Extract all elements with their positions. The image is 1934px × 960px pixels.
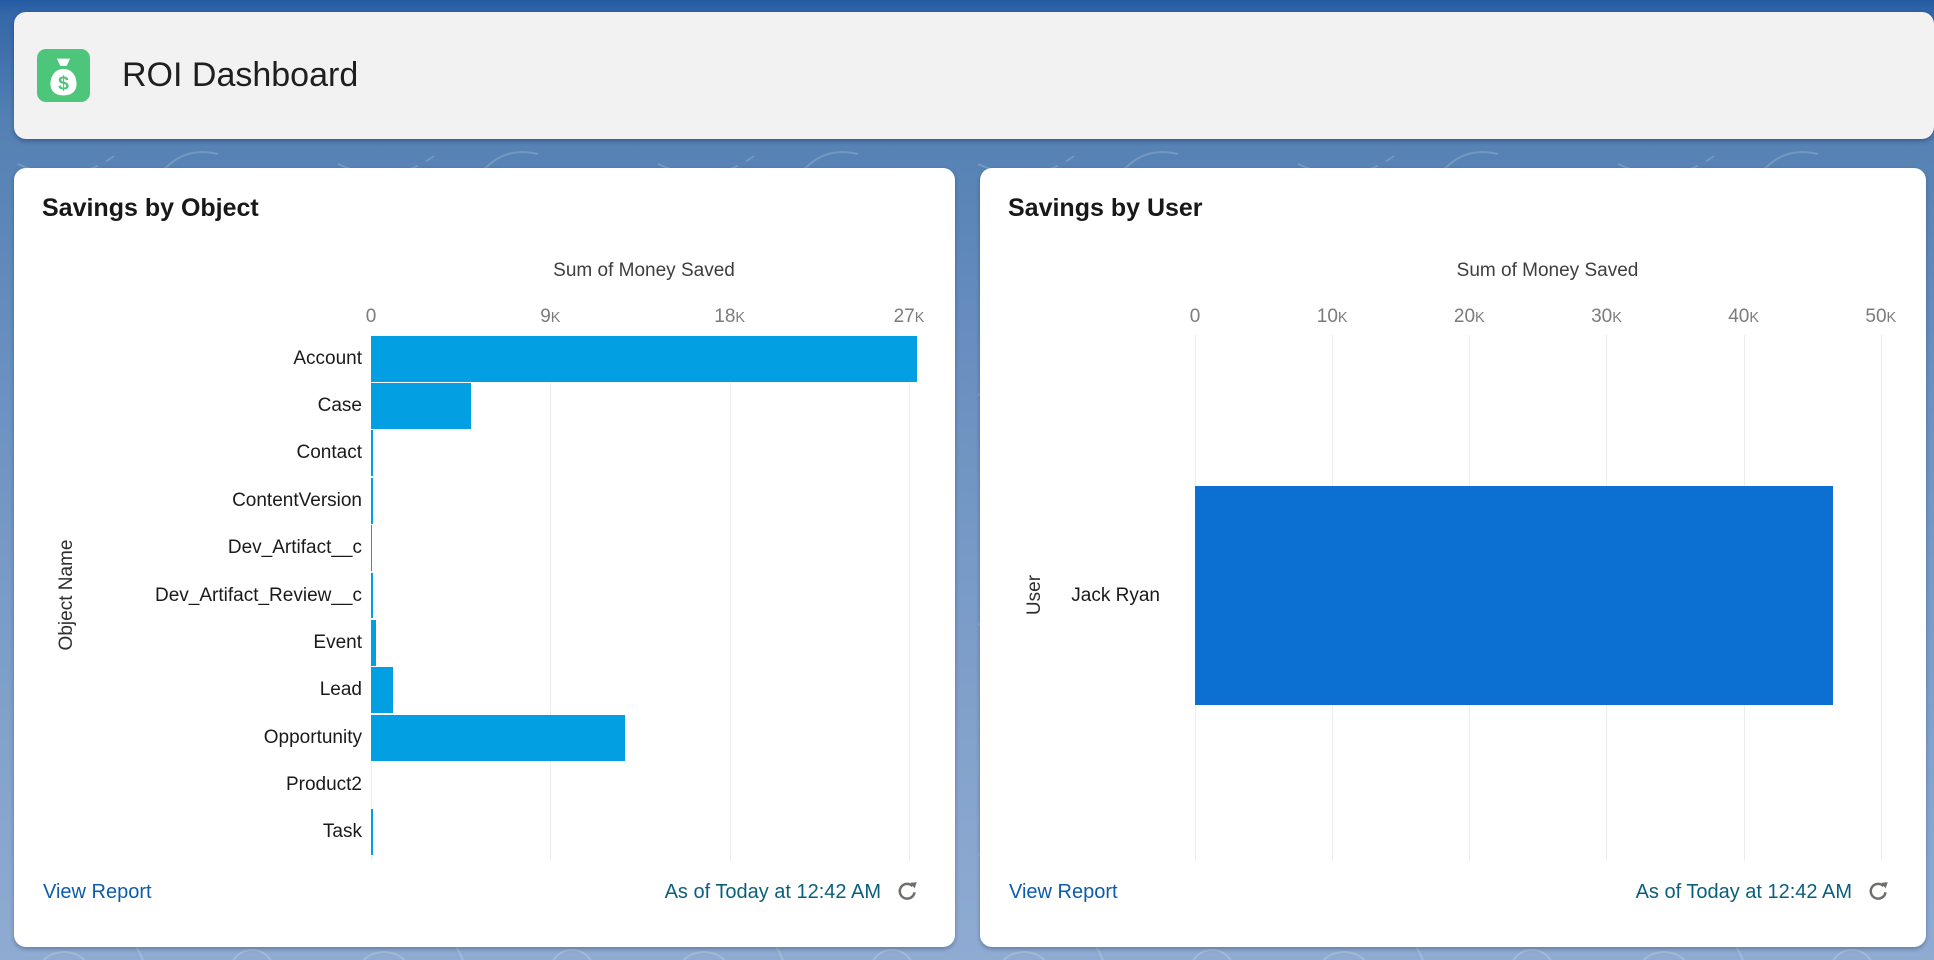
view-report-link[interactable]: View Report <box>1009 880 1118 903</box>
refresh-button[interactable] <box>1866 880 1890 904</box>
x-axis-tick-40K: 40K <box>1728 306 1760 327</box>
refresh-group: As of Today at 12:42 AM <box>665 880 919 904</box>
category-label-Dev_Artifact_Review__c: Dev_Artifact_Review__c <box>155 584 362 606</box>
bar-Dev_Artifact_Review__c[interactable] <box>371 572 373 619</box>
bar-Case[interactable] <box>371 383 471 429</box>
category-label-Opportunity: Opportunity <box>263 726 362 748</box>
x-axis-tick-0: 0 <box>365 306 377 327</box>
last-refreshed-text: As of Today at 12:42 AM <box>1635 880 1852 903</box>
bar-Opportunity[interactable] <box>371 714 626 761</box>
x-axis-tick-27K: 27K <box>893 306 925 327</box>
x-axis-tick-9K: 9K <box>540 306 561 327</box>
gridline <box>729 335 731 861</box>
refresh-icon <box>898 882 917 900</box>
category-labels: Account Case Contact ContentVersion Dev_Arti… <box>14 335 362 856</box>
category-label-Event: Event <box>313 631 362 653</box>
category-label-Account: Account <box>293 347 362 369</box>
x-axis-tick-50K: 50K <box>1865 306 1897 327</box>
plot-area <box>371 335 917 861</box>
card-footer: View Report As of Today at 12:42 AM <box>1009 871 1890 913</box>
x-axis-tick-18K: 18K <box>714 306 746 327</box>
category-label-Jack Ryan: Jack Ryan <box>1071 584 1160 606</box>
bar-Dev_Artifact__c[interactable] <box>371 525 373 572</box>
x-axis-ticks: 0 10K 20K 30K 40K 50K <box>1190 306 1900 332</box>
card-title: Savings by Object <box>42 194 259 222</box>
y-axis-title: User <box>1024 574 1045 616</box>
bar-Task[interactable] <box>371 809 373 856</box>
gridline <box>1880 335 1882 861</box>
svg-text:$: $ <box>58 72 69 94</box>
bar-Jack Ryan[interactable] <box>1195 486 1833 705</box>
bar-Lead[interactable] <box>371 667 393 714</box>
category-label-ContentVersion: ContentVersion <box>232 489 362 511</box>
bar-Contact[interactable] <box>371 430 374 477</box>
category-label-Task: Task <box>322 821 362 843</box>
money-bag-icon: $ <box>37 49 90 102</box>
refresh-group: As of Today at 12:42 AM <box>1636 880 1890 904</box>
category-label-Dev_Artifact__c: Dev_Artifact__c <box>227 537 362 559</box>
card-title: Savings by User <box>1008 194 1203 222</box>
dashboard-header: $ ROI Dashboard <box>14 12 1934 139</box>
category-label-Lead: Lead <box>319 679 362 701</box>
x-axis-title: Sum of Money Saved <box>1456 260 1639 281</box>
savings-by-object-card: Savings by Object Sum of Money Saved 0 9K… <box>14 168 955 947</box>
dashboard-title: ROI Dashboard <box>122 56 359 94</box>
x-axis-tick-30K: 30K <box>1591 306 1622 327</box>
x-axis-tick-10K: 10K <box>1316 306 1348 327</box>
view-report-link[interactable]: View Report <box>43 880 152 903</box>
bar-Event[interactable] <box>371 619 376 666</box>
x-axis-ticks: 0 9K 18K 27K <box>366 306 925 332</box>
x-axis-tick-20K: 20K <box>1453 306 1485 327</box>
refresh-icon <box>1869 882 1888 900</box>
gridline <box>550 335 552 861</box>
gridline <box>909 335 911 861</box>
category-labels: Jack Ryan <box>980 335 1160 856</box>
bar-Account[interactable] <box>371 335 917 382</box>
card-footer: View Report As of Today at 12:42 AM <box>43 871 919 913</box>
plot-area <box>1195 335 1900 861</box>
y-axis-title: Object Name <box>56 539 77 651</box>
x-axis-tick-0: 0 <box>1189 306 1201 327</box>
refresh-button[interactable] <box>895 880 919 904</box>
last-refreshed-text: As of Today at 12:42 AM <box>664 880 881 903</box>
savings-by-user-card: Savings by User Sum of Money Saved 0 10K 2… <box>980 168 1926 947</box>
category-label-Contact: Contact <box>296 442 362 464</box>
category-label-Case: Case <box>317 395 362 417</box>
category-label-Product2: Product2 <box>285 773 362 795</box>
bar-ContentVersion[interactable] <box>371 477 374 524</box>
x-axis-title: Sum of Money Saved <box>553 260 735 281</box>
